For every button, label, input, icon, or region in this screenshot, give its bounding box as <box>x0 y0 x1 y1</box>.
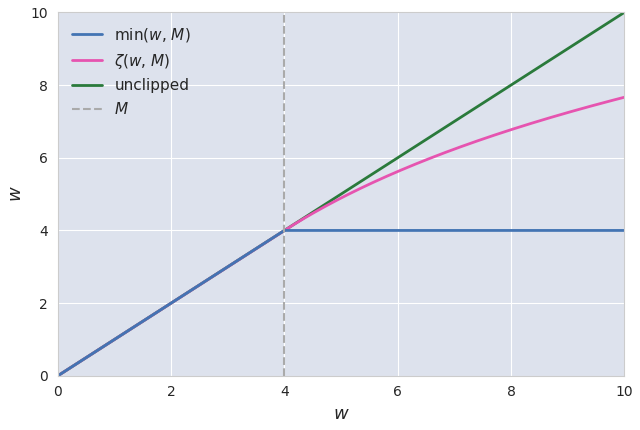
min($w$, $M$) <box>328 228 335 233</box>
X-axis label: $w$: $w$ <box>333 405 349 423</box>
min($w$, $M$) <box>324 228 332 233</box>
$\zeta$($w$, $M$) <box>391 170 399 175</box>
min($w$, $M$) <box>362 228 369 233</box>
min($w$, $M$) <box>608 228 616 233</box>
$\zeta$($w$, $M$) <box>360 184 368 189</box>
$M$ <box>280 373 288 378</box>
$\zeta$($w$, $M$) <box>54 373 61 378</box>
$\zeta$($w$, $M$) <box>323 203 331 208</box>
$\zeta$($w$, $M$) <box>607 98 614 103</box>
Y-axis label: $w$: $w$ <box>7 186 25 203</box>
unclipped <box>326 199 334 204</box>
unclipped <box>54 373 61 378</box>
min($w$, $M$) <box>520 228 527 233</box>
Line: min($w$, $M$): min($w$, $M$) <box>58 230 624 376</box>
Line: unclipped: unclipped <box>58 12 624 376</box>
unclipped <box>391 157 399 162</box>
$\zeta$($w$, $M$) <box>326 201 334 206</box>
unclipped <box>620 10 628 15</box>
min($w$, $M$) <box>54 373 61 378</box>
min($w$, $M$) <box>281 228 289 233</box>
$M$ <box>280 337 288 342</box>
$\zeta$($w$, $M$) <box>518 123 526 129</box>
unclipped <box>360 177 368 182</box>
unclipped <box>518 75 526 80</box>
min($w$, $M$) <box>392 228 400 233</box>
unclipped <box>323 201 331 206</box>
min($w$, $M$) <box>620 228 628 233</box>
Line: $\zeta$($w$, $M$): $\zeta$($w$, $M$) <box>58 97 624 376</box>
Legend: min($w$, $M$), $\zeta$($w$, $M$), unclipped, $M$: min($w$, $M$), $\zeta$($w$, $M$), unclip… <box>65 20 197 123</box>
unclipped <box>607 18 614 24</box>
$\zeta$($w$, $M$) <box>620 95 628 100</box>
